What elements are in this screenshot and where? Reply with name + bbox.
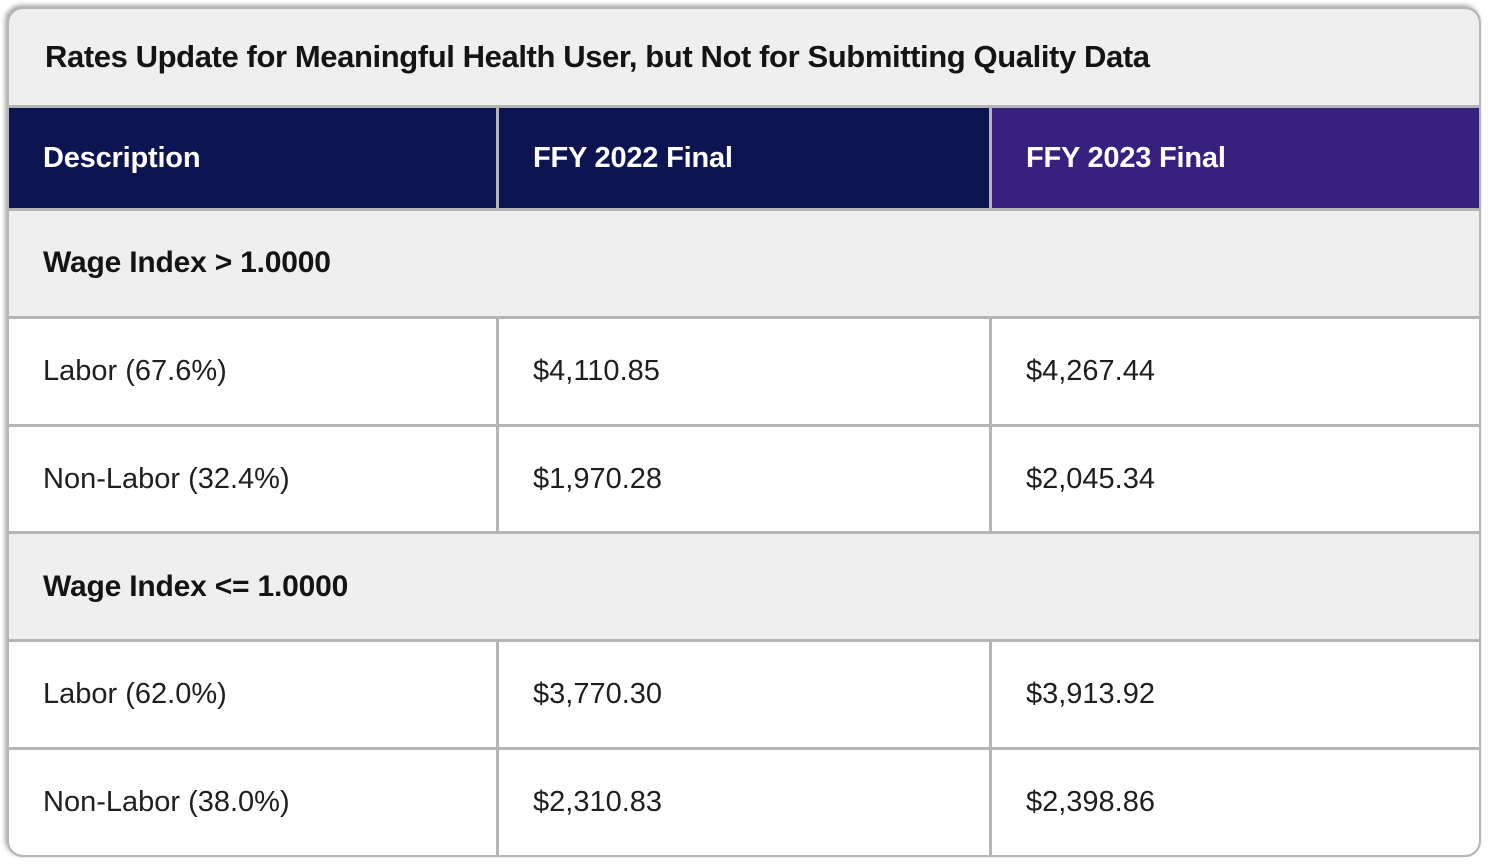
table-title-bar: Rates Update for Meaningful Health User,… (9, 9, 1479, 105)
table-row: Labor (62.0%) $3,770.30 $3,913.92 (9, 642, 1479, 748)
section-header-label: Wage Index > 1.0000 (9, 211, 1479, 316)
table-row: Non-Labor (38.0%) $2,310.83 $2,398.86 (9, 750, 1479, 855)
rates-table-card: Rates Update for Meaningful Health User,… (7, 7, 1481, 857)
section-header-wage-index-lte-1: Wage Index <= 1.0000 (9, 534, 1479, 640)
cell-ffy-2022-value: $3,770.30 (499, 642, 989, 748)
cell-ffy-2023-value: $2,398.86 (991, 750, 1479, 855)
table-row: Labor (67.6%) $4,110.85 $4,267.44 (9, 318, 1479, 424)
section-header-label: Wage Index <= 1.0000 (9, 534, 1479, 640)
section-header-wage-index-gt-1: Wage Index > 1.0000 (9, 211, 1479, 316)
table-title: Rates Update for Meaningful Health User,… (45, 39, 1150, 74)
cell-description: Labor (62.0%) (9, 642, 497, 748)
cell-description: Labor (67.6%) (9, 318, 497, 424)
cell-ffy-2022-value: $1,970.28 (499, 426, 989, 532)
cell-description: Non-Labor (38.0%) (9, 750, 497, 855)
cell-ffy-2023-value: $4,267.44 (991, 318, 1479, 424)
column-header-ffy-2022-final: FFY 2022 Final (499, 108, 989, 208)
table-header-row: Description FFY 2022 Final FFY 2023 Fina… (9, 108, 1479, 208)
cell-ffy-2022-value: $4,110.85 (499, 318, 989, 424)
cell-description: Non-Labor (32.4%) (9, 426, 497, 532)
cell-ffy-2022-value: $2,310.83 (499, 750, 989, 855)
column-header-ffy-2023-final: FFY 2023 Final (991, 108, 1479, 208)
table-row: Non-Labor (32.4%) $1,970.28 $2,045.34 (9, 426, 1479, 532)
cell-ffy-2023-value: $2,045.34 (991, 426, 1479, 532)
cell-ffy-2023-value: $3,913.92 (991, 642, 1479, 748)
column-header-description: Description (9, 108, 497, 208)
